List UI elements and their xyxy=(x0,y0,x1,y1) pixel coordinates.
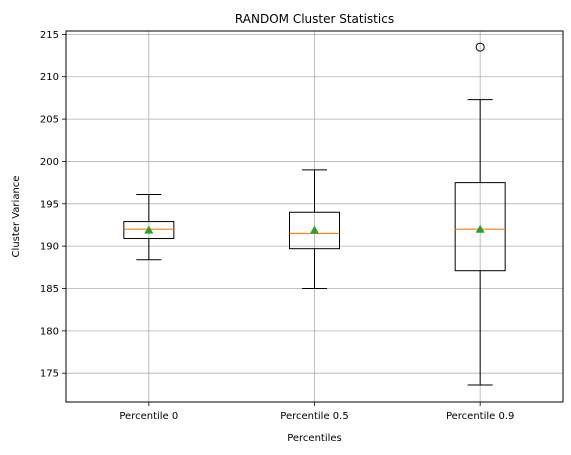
mean-marker xyxy=(475,224,485,233)
y-axis-label: Cluster Variance xyxy=(11,176,22,258)
y-tick-label: 200 xyxy=(40,157,59,168)
y-tick-label: 195 xyxy=(40,199,59,210)
y-tick-label: 215 xyxy=(40,30,59,41)
ticks: 175 180 185 190 195 200 205 210 215 Percentile 0 P… xyxy=(40,30,514,422)
mean-marker xyxy=(144,225,154,234)
box-1 xyxy=(123,193,175,261)
y-tick-label: 190 xyxy=(40,242,59,253)
y-tick-label: 180 xyxy=(40,326,59,337)
y-tick-label: 210 xyxy=(40,72,59,83)
box-body xyxy=(289,211,340,250)
chart-title: RANDOM Cluster Statistics xyxy=(235,12,394,26)
y-tick-label: 205 xyxy=(40,115,59,126)
x-tick-label: Percentile 0.5 xyxy=(280,411,348,422)
y-tick-label: 185 xyxy=(40,284,59,295)
box-2 xyxy=(289,169,340,289)
mean-marker xyxy=(310,225,319,234)
box-3 xyxy=(454,42,506,386)
box-body xyxy=(454,182,506,272)
y-tick-label: 175 xyxy=(40,369,59,380)
boxes xyxy=(123,42,506,386)
x-tick-label: Percentile 0 xyxy=(119,411,178,422)
outlier-point xyxy=(475,42,485,52)
grid-lines xyxy=(66,31,563,402)
x-tick-label: Percentile 0.9 xyxy=(446,411,514,422)
box-body xyxy=(123,221,175,240)
x-axis-label: Percentiles xyxy=(287,433,342,444)
